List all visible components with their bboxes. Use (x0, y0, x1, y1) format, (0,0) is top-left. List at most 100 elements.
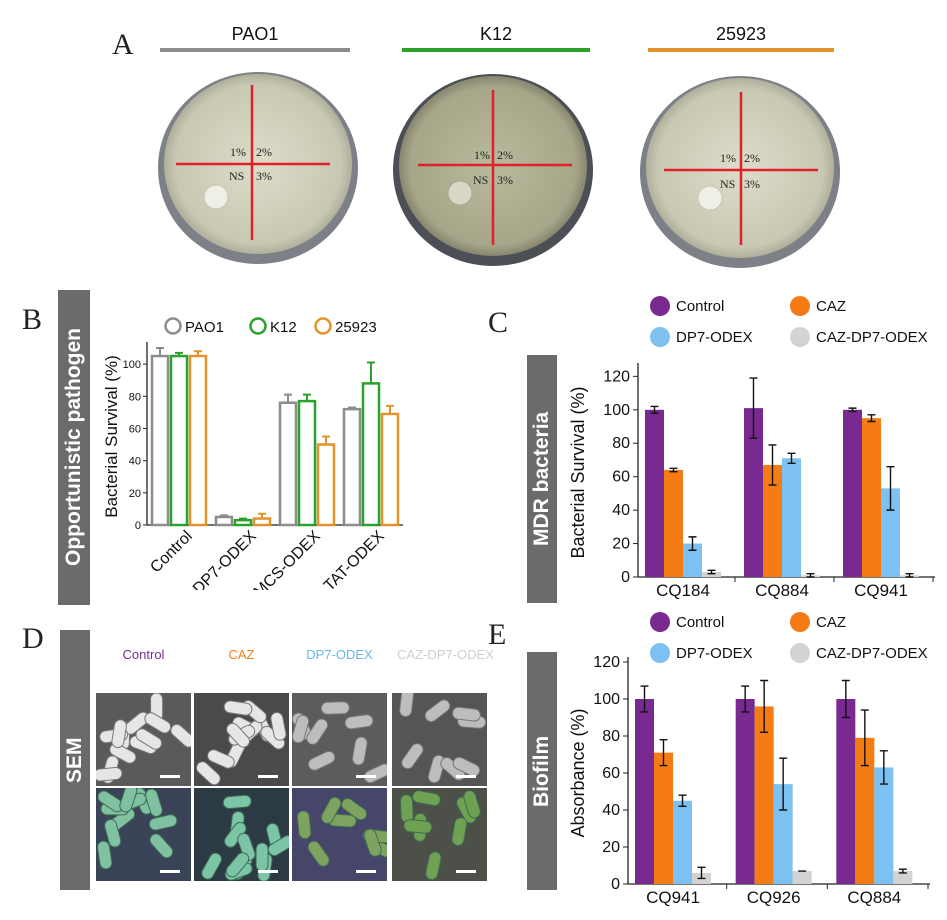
bar-caz-dp7-odex-cq926 (792, 871, 812, 884)
legend-label-caz: CAZ (816, 614, 846, 631)
bacterium-cell (320, 701, 350, 715)
sem-image-control-colored (96, 788, 191, 881)
dish-label-3pct: 3% (744, 177, 760, 191)
sem-image-caz-colored (194, 788, 289, 881)
bacterium-cell (451, 817, 468, 846)
side-label-opportunistic-pathogen: Opportunistic pathogen (58, 290, 90, 605)
bacterium-cell (237, 832, 256, 861)
scale-bar (160, 775, 180, 778)
error-bar-pao1-dp7-odex (220, 514, 228, 517)
bar-k12-tat-odex (361, 382, 381, 527)
bar-caz-dp7-odex-cq184 (702, 571, 721, 577)
legend-label-caz-dp7-odex: CAZ-DP7-ODEX (816, 329, 928, 346)
bacterium-cell (307, 750, 336, 771)
dish-label-ns: NS (473, 173, 488, 187)
error-bar-25923-dp7-odex (258, 512, 266, 519)
bar-caz-cq884 (855, 737, 875, 884)
dish-label-ns: NS (229, 169, 244, 183)
x-tick-label-cq941: CQ941 (646, 888, 700, 907)
bacterium-cell (306, 718, 329, 745)
error-bar-caz-cq884 (768, 444, 777, 486)
bacterium-cell (320, 796, 342, 824)
bacterium-cell (401, 743, 424, 770)
error-bar-dp7-odex-cq184 (688, 536, 697, 551)
bacterium-cell (399, 794, 414, 824)
y-tick-label: 20 (129, 488, 141, 500)
bacterium-cell (452, 756, 481, 777)
petri-dish-25923: 1% 2% NS 3% (640, 76, 840, 268)
side-label-biofilm: Biofilm (527, 652, 557, 890)
error-bar-25923-cmcs-odex (322, 435, 330, 445)
y-tick-label: 120 (603, 368, 630, 385)
bacterium-cell (201, 852, 223, 880)
legend-label-caz: CAZ (816, 298, 846, 315)
error-bar-25923-tat-odex (386, 404, 394, 414)
scale-bar (258, 775, 278, 778)
bacterium-cell (351, 736, 368, 766)
bar-dp7-odex-cq941 (673, 800, 692, 884)
bar-k12-dp7-odex (233, 518, 253, 527)
legend-label-caz-dp7-odex: CAZ-DP7-ODEX (816, 645, 928, 662)
dish-label-3pct: 3% (497, 173, 513, 187)
bacterium-cell (425, 851, 442, 881)
bar-caz-cq941 (654, 752, 673, 884)
petri-dish-pao1: 1% 2% NS 3% (158, 72, 358, 264)
strain-label-k12: K12 (479, 24, 513, 44)
bar-pao1-tat-odex (342, 407, 362, 527)
dish-label-2pct: 2% (744, 151, 760, 165)
error-bar-control-cq884 (841, 679, 850, 719)
bacterium-cell (111, 719, 127, 749)
bar-control-cq926 (735, 699, 755, 884)
petri-dish-k12: 1% 2% NS 3% (393, 74, 593, 266)
y-axis-label: Bacterial Survival (%) (102, 355, 121, 518)
sem-image-dp7-odex-colored (292, 788, 387, 881)
bacterium-cell (226, 722, 250, 748)
bacterium-cell (463, 790, 481, 819)
legend-marker-caz-dp7-odex (790, 643, 810, 663)
y-tick-label: 100 (593, 691, 620, 708)
bacterium-cell (403, 819, 433, 834)
legend-marker-k12 (249, 317, 267, 335)
error-bar-caz-dp7-odex-cq184 (707, 569, 716, 575)
error-bar-caz-cq926 (760, 679, 769, 733)
strain-label-pao1: PAO1 (231, 24, 279, 44)
bar-caz-cq184 (664, 469, 683, 577)
error-bar-dp7-odex-cq884 (787, 452, 796, 465)
bacterium-cell (144, 712, 172, 734)
error-bar-caz-cq941 (659, 739, 668, 767)
bacterium-cell (207, 749, 235, 769)
y-tick-label: 80 (612, 435, 630, 452)
y-tick-label: 60 (602, 765, 620, 782)
x-tick-label-tat-odex: TAT-ODEX (321, 528, 388, 590)
bar-caz-dp7-odex-cq884 (893, 871, 913, 884)
legend-label-control: Control (676, 298, 724, 315)
panel-label-a: A (112, 28, 134, 61)
error-bar-control-cq941 (640, 685, 649, 713)
panel-label-d: D (22, 622, 44, 655)
bar-k12-control (169, 354, 189, 527)
legend-label-pao1: PAO1 (185, 319, 224, 336)
y-tick-label: 60 (612, 469, 630, 486)
bacterium-cell (96, 766, 123, 782)
bacterium-cell (267, 834, 289, 857)
error-bar-dp7-odex-cq941 (886, 465, 895, 511)
bacterium-cell (451, 706, 481, 722)
error-bar-k12-tat-odex (367, 361, 375, 384)
bacterium-cell (148, 814, 178, 831)
dish-label-2pct: 2% (497, 148, 513, 162)
error-bar-caz-dp7-odex-cq884 (806, 572, 815, 578)
sem-title-control: Control (122, 647, 165, 662)
scale-bar (258, 870, 278, 873)
error-bar-k12-cmcs-odex (303, 393, 311, 402)
error-bar-caz-cq184 (669, 467, 678, 473)
bacterium-cell (307, 840, 330, 867)
bar-dp7-odex-cq184 (683, 543, 702, 577)
scale-bar (356, 870, 376, 873)
error-bar-caz-dp7-odex-cq941 (905, 572, 914, 578)
dish-label-2pct: 2% (256, 145, 272, 159)
error-bar-dp7-odex-cq884 (879, 750, 888, 785)
legend-marker-caz-dp7-odex (790, 327, 810, 347)
y-tick-label: 80 (602, 728, 620, 745)
bar-control-cq941 (843, 409, 862, 577)
bacterium-cell (270, 711, 287, 741)
